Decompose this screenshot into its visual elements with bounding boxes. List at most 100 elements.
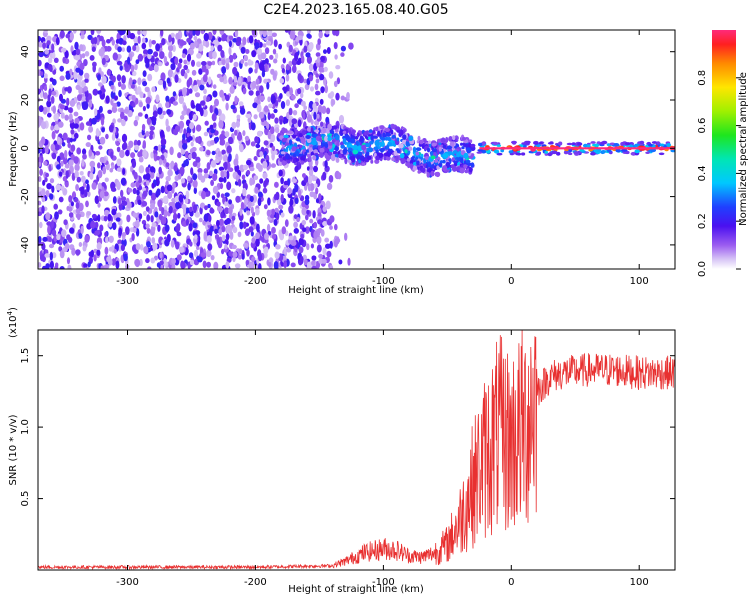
heatmap-cell	[83, 59, 88, 67]
heatmap-cell	[305, 204, 309, 210]
heatmap-frame	[37, 29, 676, 270]
heatmap-cell	[629, 144, 633, 148]
heatmap-cell	[181, 53, 186, 59]
heatmap-cell	[298, 246, 304, 254]
heatmap-cell	[223, 155, 228, 162]
heatmap-cell	[250, 206, 254, 214]
heatmap-cell	[344, 232, 348, 241]
heatmap-cell	[81, 80, 86, 89]
heatmap-cell	[71, 51, 77, 56]
heatmap-cell	[69, 121, 75, 130]
heatmap-cell	[173, 212, 178, 222]
heatmap-cell	[237, 76, 242, 84]
heatmap-cell	[77, 104, 81, 110]
heatmap-cell	[431, 148, 438, 153]
heatmap-cell	[273, 39, 278, 48]
heatmap-cell	[309, 165, 314, 171]
heatmap-cell	[334, 135, 340, 141]
heatmap-cell	[228, 199, 233, 205]
heatmap-cell	[291, 94, 296, 100]
snr-x-tick-label: 0	[508, 577, 514, 588]
heatmap-cell	[230, 104, 236, 110]
heatmap-cell	[194, 211, 200, 218]
heatmap-cell	[51, 152, 57, 160]
heatmap-cell	[48, 236, 52, 243]
heatmap-cell	[141, 37, 146, 44]
heatmap-cell	[634, 149, 640, 154]
heatmap-cell	[45, 190, 50, 197]
heatmap-cell	[39, 168, 43, 176]
heatmap-cell	[209, 170, 213, 177]
heatmap-cell	[121, 232, 127, 237]
heatmap-cell	[132, 70, 137, 77]
heatmap-cell	[76, 147, 82, 155]
heatmap-cell	[216, 201, 221, 207]
heatmap-cell	[98, 145, 103, 150]
heatmap-cell	[305, 226, 310, 234]
heatmap-cell	[109, 168, 114, 173]
heatmap-cell	[310, 243, 314, 249]
heatmap-cell	[55, 37, 60, 46]
heatmap-cell	[245, 49, 250, 54]
heatmap-cell	[74, 132, 79, 139]
heatmap-cell	[207, 203, 211, 209]
heatmap-cell	[202, 39, 207, 47]
heatmap-cell	[445, 136, 449, 143]
heatmap-cell	[96, 242, 102, 251]
heatmap-cell	[311, 260, 316, 266]
heatmap-cell	[254, 42, 260, 50]
heatmap-cell	[60, 112, 65, 119]
heatmap-cell	[259, 151, 264, 157]
heatmap-cell	[139, 244, 144, 251]
heatmap-cell	[300, 92, 304, 99]
heatmap-cell	[52, 52, 56, 60]
heatmap-cell	[447, 151, 454, 156]
heatmap-cell	[68, 113, 73, 121]
heatmap-cell	[148, 39, 152, 48]
heatmap-cell	[343, 155, 347, 160]
heatmap-cell	[258, 263, 262, 269]
heatmap-cell	[308, 155, 312, 162]
heatmap-cell	[69, 32, 74, 41]
heatmap-cell	[508, 150, 514, 154]
heatmap-cell	[78, 202, 84, 212]
heatmap-cell	[151, 237, 156, 244]
heatmap-cell	[158, 213, 163, 220]
heatmap-cell	[60, 160, 64, 167]
heatmap-cell	[335, 92, 340, 101]
heatmap-cell	[81, 53, 86, 59]
heatmap-cell	[185, 150, 189, 157]
heatmap-cell	[285, 84, 290, 94]
heatmap-cell	[192, 222, 198, 229]
heatmap-cell	[188, 136, 193, 141]
heatmap-cell	[442, 153, 449, 159]
heatmap-cell	[613, 143, 619, 146]
heatmap-cell	[173, 128, 179, 136]
heatmap-cell	[249, 166, 255, 172]
heatmap-cell	[315, 78, 320, 84]
heatmap-cell	[226, 145, 232, 154]
heatmap-cell	[163, 257, 167, 267]
heatmap-cell	[125, 149, 130, 157]
heatmap-cell	[85, 142, 92, 148]
heatmap-cell	[50, 220, 55, 229]
heatmap-cell	[225, 239, 229, 246]
heatmap-cell	[195, 103, 200, 112]
heatmap-cell	[591, 151, 596, 155]
heatmap-cell	[645, 151, 650, 154]
heatmap-cell	[97, 182, 102, 192]
heatmap-cell	[50, 125, 54, 131]
heatmap-cell	[193, 84, 199, 92]
heatmap-cell	[271, 145, 276, 152]
heatmap-cell	[477, 149, 484, 152]
heatmap-cell	[338, 259, 343, 265]
heatmap-cell	[308, 63, 314, 72]
heatmap-cell	[139, 258, 143, 267]
heatmap-cell	[104, 246, 109, 255]
heatmap-cell	[255, 90, 260, 97]
heatmap-cell	[158, 166, 162, 175]
heatmap-cell	[305, 135, 311, 139]
heatmap-cell	[81, 101, 87, 110]
heatmap-cell	[391, 157, 396, 162]
heatmap-cell	[210, 128, 216, 134]
